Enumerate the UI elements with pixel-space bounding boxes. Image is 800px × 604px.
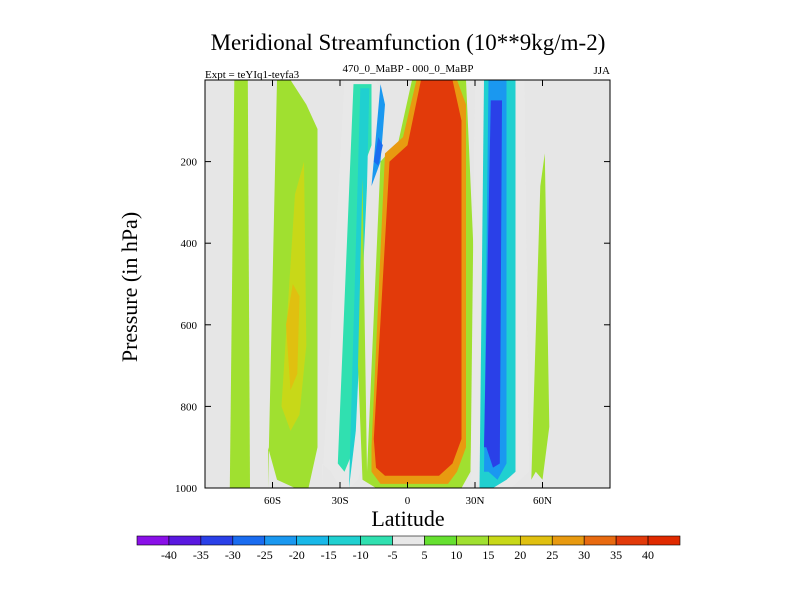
colorbar-label: -20: [289, 548, 305, 562]
colorbar-label: -10: [353, 548, 369, 562]
colorbar-swatch: [488, 535, 521, 546]
contour-band-72S-10: [238, 80, 248, 488]
colorbar-swatch: [424, 535, 457, 546]
colorbar-label: -25: [257, 548, 273, 562]
colorbar-swatch: [360, 535, 393, 546]
colorbar-swatch: [232, 535, 266, 546]
colorbar-label: -35: [193, 548, 209, 562]
colorbar-swatch: [615, 535, 649, 546]
colorbar-label: 35: [610, 548, 622, 562]
y-axis-label: Pressure (in hPa): [117, 212, 142, 362]
x-tick-label: 60N: [533, 495, 552, 507]
colorbar-swatch: [328, 535, 361, 546]
colorbar-swatch: [136, 535, 170, 546]
colorbar-swatch: [264, 535, 298, 546]
colorbar-swatch: [583, 535, 617, 546]
colorbar: -40 -35 -30 -25 -20 -15 -10 -5 5 10 15 20 25 30 35 40: [136, 535, 681, 562]
y-tick-label: 200: [181, 157, 198, 169]
x-tick-label: 60S: [264, 495, 281, 507]
colorbar-label: 30: [578, 548, 590, 562]
y-tick-label: 400: [181, 238, 198, 250]
contour-layer: [229, 80, 550, 488]
colorbar-label: -5: [388, 548, 398, 562]
chart-subtitle-left: Expt = teYIq1-teyfa3: [205, 69, 300, 81]
colorbar-label: 10: [450, 548, 462, 562]
x-axis: 60S 30S 0 30N 60N: [264, 80, 552, 507]
colorbar-label: 20: [514, 548, 526, 562]
contour-band-60N-10: [531, 153, 550, 480]
chart-subtitle-center: 470_0_MaBP - 000_0_MaBP: [343, 63, 474, 75]
contour-band-35N-m35: [484, 100, 502, 468]
colorbar-label: 40: [642, 548, 654, 562]
y-tick-label: 800: [181, 401, 198, 413]
colorbar-swatch: [296, 535, 329, 546]
colorbar-swatch: [551, 535, 585, 546]
contour-hadley-40: [373, 80, 462, 476]
y-tick-label: 1000: [175, 483, 198, 495]
x-axis-label: Latitude: [371, 506, 444, 531]
colorbar-label: 5: [421, 548, 427, 562]
colorbar-label: -30: [225, 548, 241, 562]
contour-band-35S-m10: [337, 84, 372, 472]
colorbar-swatch: [200, 535, 234, 546]
colorbar-swatch: [647, 535, 681, 546]
contour-band-18S-m30: [373, 137, 383, 166]
colorbar-swatch: [519, 535, 553, 546]
y-axis: 200 400 600 800 1000: [175, 157, 610, 495]
contour-band-35S-m15: [349, 88, 370, 488]
colorbar-swatch: [168, 535, 202, 546]
chart-title: Meridional Streamfunction (10**9kg/m-2): [211, 30, 606, 55]
x-tick-label: 30N: [466, 495, 485, 507]
colorbar-label: 25: [546, 548, 558, 562]
colorbar-label: -40: [161, 548, 177, 562]
contour-band-60S-20: [286, 284, 300, 391]
y-tick-label: 600: [181, 320, 198, 332]
chart-subtitle-right: JJA: [593, 65, 610, 77]
x-tick-label: 30S: [331, 495, 348, 507]
colorbar-label: -15: [321, 548, 337, 562]
colorbar-swatch: [456, 535, 489, 546]
x-tick-label: 0: [405, 495, 411, 507]
colorbar-swatch: [392, 535, 425, 546]
colorbar-label: 15: [482, 548, 494, 562]
